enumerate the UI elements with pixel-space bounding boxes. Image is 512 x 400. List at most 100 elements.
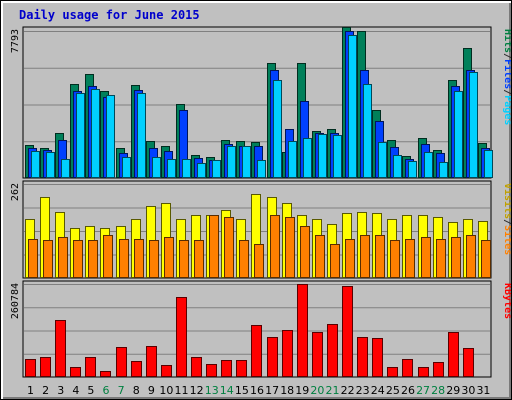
bar-sites-day-25 [390,240,400,278]
bar-sites-day-2 [43,240,53,278]
x-tick-label-day-13: 13 [205,384,219,397]
bar-sites-day-14 [224,217,234,278]
bar-kbytes-day-18 [282,330,293,377]
x-tick-label-day-6: 6 [103,384,110,397]
bar-pages-day-10 [167,159,176,178]
bar-kbytes-day-24 [372,338,383,377]
bar-pages-day-30 [469,72,478,178]
bar-kbytes-day-10 [161,365,172,377]
bar-sites-day-5 [88,240,98,278]
bar-pages-day-16 [257,160,266,178]
legend-entry: Visits [502,183,512,219]
bar-sites-day-4 [73,240,83,278]
bar-kbytes-day-7 [116,347,127,377]
bar-pages-day-24 [378,142,387,178]
legend-entry: Sites [502,225,512,255]
x-tick-label-day-15: 15 [235,384,249,397]
bar-pages-day-26 [408,161,417,178]
bar-pages-day-13 [212,160,221,178]
bar-kbytes-day-17 [267,337,278,377]
x-tick-label-day-23: 23 [356,384,370,397]
bar-kbytes-day-11 [176,297,187,377]
bar-pages-day-9 [152,157,161,178]
x-tick-label-day-31: 31 [476,384,490,397]
bar-kbytes-day-6 [100,371,111,377]
bar-sites-day-18 [285,217,295,278]
x-tick-label-day-2: 2 [42,384,49,397]
bar-pages-day-18 [288,141,297,178]
bar-sites-day-28 [436,239,446,278]
x-tick-label-day-14: 14 [220,384,234,397]
bar-sites-day-12 [194,240,204,278]
legend-entry: KBytes [502,283,512,319]
bar-pages-day-27 [424,152,433,178]
bar-sites-day-6 [103,235,113,278]
x-tick-label-day-24: 24 [371,384,385,397]
legend-bottom: KBytes [502,283,512,319]
bar-pages-day-25 [393,155,402,178]
x-tick-label-day-28: 28 [431,384,445,397]
bar-pages-day-4 [76,93,85,178]
bar-pages-day-6 [106,95,115,178]
y-max-label-middle: 262 [10,183,21,201]
x-tick-label-day-20: 20 [310,384,324,397]
bar-kbytes-day-30 [463,348,474,377]
bar-pages-day-7 [122,157,131,178]
bar-sites-day-13 [209,215,219,278]
x-tick-label-day-17: 17 [265,384,279,397]
bar-sites-day-29 [451,237,461,278]
x-tick-label-day-19: 19 [295,384,309,397]
bar-sites-day-3 [58,237,68,278]
bar-sites-day-23 [360,235,370,278]
bar-sites-day-24 [375,235,385,278]
bar-pages-day-5 [91,89,100,178]
bar-sites-day-27 [421,237,431,278]
x-tick-label-day-3: 3 [57,384,64,397]
bar-pages-day-29 [454,91,463,178]
bar-pages-day-14 [227,146,236,178]
bar-kbytes-day-27 [418,367,429,377]
legend-entry: Files [502,59,512,89]
bar-kbytes-day-8 [131,361,142,377]
x-tick-label-day-26: 26 [401,384,415,397]
bar-kbytes-day-22 [342,286,353,377]
bar-kbytes-day-25 [387,367,398,377]
bar-sites-day-26 [405,239,415,278]
bar-pages-day-20 [318,134,327,178]
bar-pages-day-23 [363,84,372,178]
x-tick-label-day-12: 12 [190,384,204,397]
bar-kbytes-day-4 [70,367,81,377]
x-tick-label-day-21: 21 [325,384,339,397]
bar-pages-day-1 [31,151,40,178]
bar-sites-day-20 [315,235,325,278]
bar-sites-day-11 [179,240,189,278]
bar-kbytes-day-16 [251,325,262,377]
x-tick-label-day-30: 30 [461,384,475,397]
y-max-label-top: 7793 [10,29,21,53]
chart-title: Daily usage for June 2015 [19,8,200,22]
bar-sites-day-16 [254,244,264,278]
bar-sites-day-30 [466,235,476,278]
bar-kbytes-day-28 [433,362,444,377]
bar-kbytes-day-23 [357,337,368,377]
x-tick-label-day-11: 11 [175,384,189,397]
bar-kbytes-day-1 [25,359,36,377]
bar-pages-day-3 [61,159,70,178]
x-tick-label-day-25: 25 [386,384,400,397]
x-tick-label-day-18: 18 [280,384,294,397]
bar-kbytes-day-9 [146,346,157,377]
x-tick-label-day-8: 8 [133,384,140,397]
bar-kbytes-day-12 [191,357,202,377]
legend-entry: Pages [502,95,512,125]
bar-sites-day-9 [149,240,159,278]
x-tick-label-day-1: 1 [27,384,34,397]
bar-kbytes-day-3 [55,320,66,377]
bar-pages-day-21 [333,135,342,178]
bar-pages-day-2 [46,152,55,178]
bar-sites-day-22 [345,239,355,278]
bar-kbytes-day-14 [221,360,232,377]
x-tick-label-day-9: 9 [148,384,155,397]
bar-sites-day-21 [330,244,340,278]
bar-pages-day-22 [348,35,357,178]
legend-entry: / [502,53,512,59]
